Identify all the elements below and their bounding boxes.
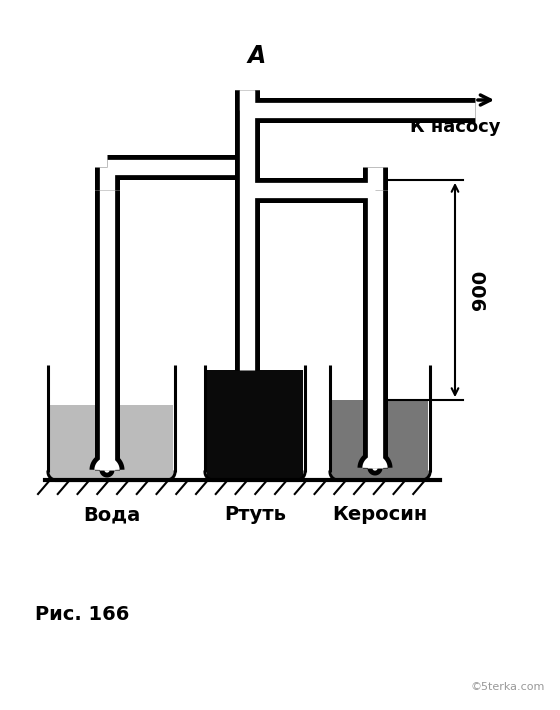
Text: Вода: Вода bbox=[83, 505, 140, 524]
Text: ©5terka.com: ©5terka.com bbox=[470, 682, 545, 692]
Text: К насосу: К насосу bbox=[410, 118, 500, 136]
Text: Керосин: Керосин bbox=[333, 505, 428, 524]
Text: A: A bbox=[248, 44, 266, 68]
Bar bbox=[332, 400, 428, 478]
Bar bbox=[50, 405, 173, 478]
Text: 900: 900 bbox=[471, 270, 490, 310]
Text: Рис. 166: Рис. 166 bbox=[35, 606, 129, 625]
Bar bbox=[207, 370, 303, 478]
Text: Ртуть: Ртуть bbox=[224, 505, 286, 524]
Bar bbox=[370, 180, 380, 478]
